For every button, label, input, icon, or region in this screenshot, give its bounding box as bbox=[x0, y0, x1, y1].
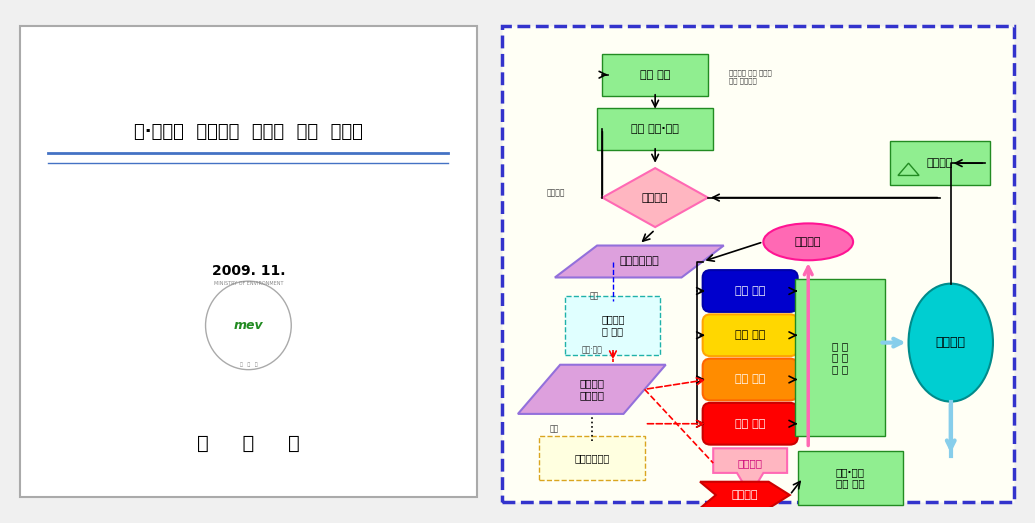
Text: 주의 경보: 주의 경보 bbox=[735, 330, 765, 340]
Text: 대응·복구
수습 활동: 대응·복구 수습 활동 bbox=[836, 467, 865, 488]
Text: MINISTRY OF ENVIRONMENT: MINISTRY OF ENVIRONMENT bbox=[213, 281, 284, 286]
FancyBboxPatch shape bbox=[565, 296, 660, 355]
Text: 경보해제: 경보해제 bbox=[927, 158, 953, 168]
FancyBboxPatch shape bbox=[703, 270, 798, 312]
FancyBboxPatch shape bbox=[795, 279, 885, 436]
FancyBboxPatch shape bbox=[602, 54, 708, 96]
Text: 정우 전파·모고: 정우 전파·모고 bbox=[631, 124, 679, 134]
Text: 경계 경보: 경계 경보 bbox=[735, 374, 765, 384]
Polygon shape bbox=[898, 163, 919, 176]
Polygon shape bbox=[713, 448, 788, 495]
Text: 관심 경보: 관심 경보 bbox=[735, 286, 765, 296]
Text: 협조: 협조 bbox=[589, 291, 598, 300]
Text: 취·정수장  오염물질  유입시  행동  매뉴얼: 취·정수장 오염물질 유입시 행동 매뉴얼 bbox=[134, 123, 363, 141]
Text: 위기발령: 위기발령 bbox=[732, 490, 759, 500]
FancyBboxPatch shape bbox=[703, 314, 798, 356]
FancyBboxPatch shape bbox=[890, 141, 990, 185]
Polygon shape bbox=[555, 245, 723, 278]
Ellipse shape bbox=[764, 223, 853, 260]
FancyBboxPatch shape bbox=[597, 108, 713, 150]
FancyBboxPatch shape bbox=[502, 26, 1014, 503]
Text: 위기평가회의: 위기평가회의 bbox=[619, 256, 659, 267]
Text: 상황판단: 상황판단 bbox=[642, 192, 669, 202]
Polygon shape bbox=[700, 482, 790, 508]
Text: 평상복귀: 평상복귀 bbox=[546, 188, 565, 197]
Text: 위기증가: 위기증가 bbox=[795, 237, 822, 247]
FancyBboxPatch shape bbox=[798, 451, 904, 505]
Ellipse shape bbox=[909, 283, 993, 402]
FancyBboxPatch shape bbox=[703, 403, 798, 445]
Text: 의사결정기구: 의사결정기구 bbox=[574, 453, 610, 463]
Text: 위기징후 목록 작성을
통한 정후감시: 위기징후 목록 작성을 통한 정후감시 bbox=[729, 70, 772, 84]
Text: 위기증가: 위기증가 bbox=[738, 458, 763, 468]
Text: 위기해소: 위기해소 bbox=[936, 336, 966, 349]
Text: 심각 경보: 심각 경보 bbox=[735, 419, 765, 429]
Text: 환   경   부: 환 경 부 bbox=[239, 362, 258, 367]
Text: 예 방
대 비
활 동: 예 방 대 비 활 동 bbox=[832, 341, 848, 374]
FancyBboxPatch shape bbox=[539, 436, 645, 480]
Text: 지원: 지원 bbox=[550, 424, 559, 433]
Text: 국가위기
평가회의: 국가위기 평가회의 bbox=[580, 379, 604, 400]
Text: 2009. 11.: 2009. 11. bbox=[211, 264, 286, 278]
Text: 정우 감시: 정우 감시 bbox=[640, 70, 671, 79]
Text: 유관기관
협 의체: 유관기관 협 의체 bbox=[601, 315, 625, 336]
Text: 환     경     부: 환 경 부 bbox=[197, 434, 300, 453]
Polygon shape bbox=[518, 365, 666, 414]
FancyBboxPatch shape bbox=[703, 359, 798, 401]
FancyBboxPatch shape bbox=[20, 26, 477, 497]
Polygon shape bbox=[602, 168, 708, 227]
Text: 보고·전파: 보고·전파 bbox=[582, 346, 602, 355]
Text: mev: mev bbox=[234, 319, 263, 332]
